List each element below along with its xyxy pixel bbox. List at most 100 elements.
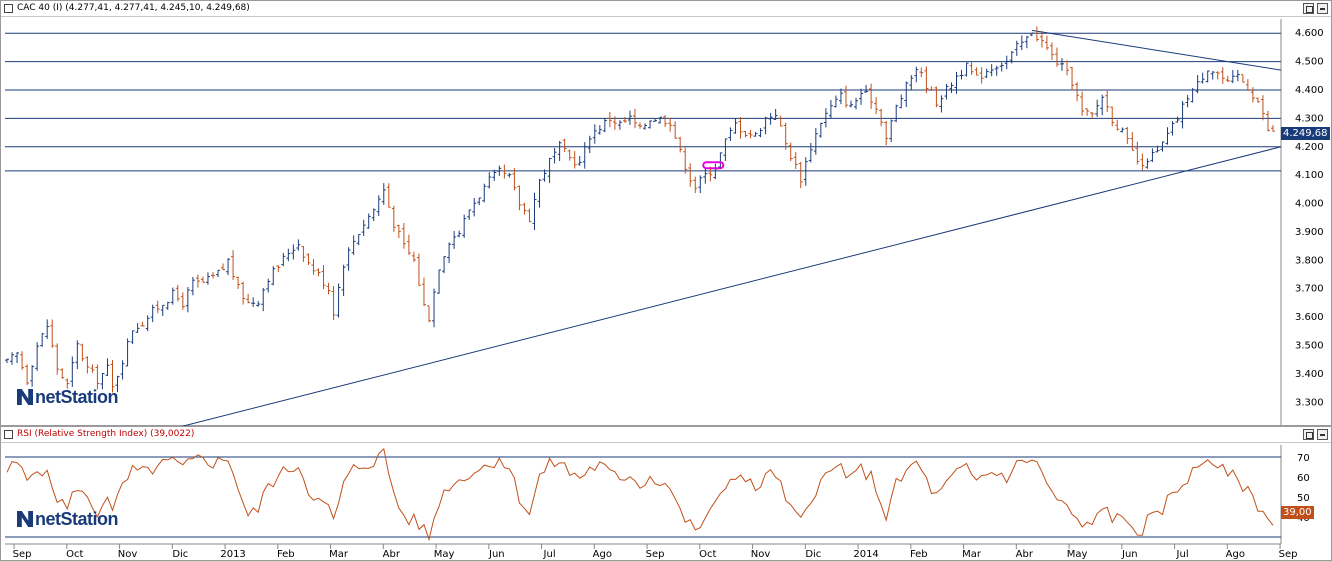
panel-menu-icon[interactable]: [4, 4, 13, 13]
rsi-chart[interactable]: 70605040SepOctNovDic2013FebMarAbrMayJunJ…: [1, 427, 1332, 562]
ohlc-bar: [542, 169, 547, 182]
ohlc-bar: [1245, 79, 1250, 91]
ohlc-bar: [462, 214, 467, 238]
ohlc-bar: [803, 157, 808, 186]
ohlc-bar: [1195, 74, 1200, 94]
ohlc-bar: [60, 368, 65, 379]
ohlc-bar: [1215, 71, 1220, 80]
ohlc-bar: [266, 278, 271, 293]
ohlc-bar: [1054, 47, 1059, 67]
ohlc-bar: [180, 292, 185, 310]
price-y-tick-label: 4.200: [1295, 142, 1324, 153]
ohlc-bar: [1039, 30, 1044, 48]
ohlc-bar: [738, 117, 743, 139]
ohlc-bar: [1250, 87, 1255, 103]
ohlc-bar: [1170, 121, 1175, 136]
restore-icon[interactable]: [1303, 3, 1314, 14]
ohlc-bar: [467, 209, 472, 220]
price-y-tick-label: 3.800: [1295, 255, 1324, 266]
price-chart[interactable]: 4.600 4.500 4.400 4.300 4.200 4.100 4.000 3.900…: [1, 1, 1332, 427]
price-y-tick-label: 3.300: [1295, 397, 1324, 408]
ohlc-bar: [185, 287, 190, 313]
rsi-panel-menu-icon[interactable]: [4, 430, 13, 439]
ohlc-bar: [40, 333, 45, 347]
rsi-restore-icon[interactable]: [1303, 429, 1314, 440]
ohlc-bar: [331, 285, 336, 320]
ohlc-bar: [607, 112, 612, 128]
ohlc-bar: [452, 230, 457, 249]
ohlc-bar: [1185, 95, 1190, 108]
ohlc-bar: [296, 239, 301, 251]
price-y-tick-label: 4.300: [1295, 113, 1324, 124]
ohlc-bar: [170, 287, 175, 305]
x-axis-label: Jul: [543, 549, 556, 560]
rsi-minimize-icon[interactable]: [1317, 429, 1328, 440]
x-axis-label: Sep: [646, 549, 665, 560]
x-axis-label: Feb: [910, 549, 928, 560]
ohlc-bar: [1205, 70, 1210, 83]
ohlc-bar: [125, 338, 130, 367]
rsi-panel-titlebar: RSI (Relative Strength Index) (39,0022): [1, 427, 1331, 443]
ohlc-bar: [753, 131, 758, 137]
ohlc-bar: [833, 95, 838, 108]
price-y-tick-label: 4.000: [1295, 199, 1324, 210]
ohlc-bar: [276, 265, 281, 273]
x-axis-label: Abr: [1016, 549, 1034, 560]
ohlc-bar: [1230, 69, 1235, 84]
minimize-icon[interactable]: [1317, 3, 1328, 14]
ohlc-bar: [437, 269, 442, 294]
ohlc-bar: [447, 242, 452, 263]
ohlc-bar: [869, 83, 874, 110]
ohlc-bar: [261, 287, 266, 312]
ohlc-bar: [874, 97, 879, 115]
netstation-logo-icon: [17, 389, 33, 405]
ohlc-bar: [914, 66, 919, 83]
ohlc-bar: [406, 234, 411, 255]
x-axis-label: 2014: [853, 549, 878, 560]
resistance-trendline: [1031, 29, 1282, 71]
price-y-tick-label: 3.600: [1295, 312, 1324, 323]
ohlc-bar: [1110, 106, 1115, 127]
ohlc-bar: [838, 88, 843, 105]
ohlc-bar: [1075, 82, 1080, 102]
ohlc-bar: [1130, 132, 1135, 151]
ohlc-bar: [693, 176, 698, 194]
x-axis-label: Oct: [699, 549, 716, 560]
ohlc-bar: [818, 122, 823, 138]
ohlc-bar: [532, 192, 537, 231]
ohlc-bar: [949, 82, 954, 94]
ohlc-bar: [1014, 40, 1019, 56]
ohlc-bar: [1060, 58, 1064, 71]
ohlc-bar: [396, 224, 401, 239]
ohlc-bar: [994, 65, 999, 76]
x-axis-label: Oct: [66, 549, 83, 560]
ohlc-bar: [427, 305, 431, 323]
x-axis-label: Sep: [1279, 549, 1298, 560]
ohlc-bar: [65, 378, 70, 389]
rsi-netstation-logo-icon: [17, 511, 33, 527]
ohlc-bar: [216, 269, 220, 277]
ohlc-bar: [140, 321, 145, 327]
ohlc-bar: [1080, 91, 1085, 116]
ohlc-bar: [1140, 153, 1145, 171]
ohlc-bar: [1105, 89, 1110, 113]
x-axis-label: May: [1067, 549, 1088, 560]
ohlc-bar: [70, 356, 75, 387]
x-axis-label: Sep: [13, 549, 32, 560]
ohlc-bar: [1004, 55, 1009, 70]
ohlc-bar: [421, 277, 426, 307]
x-axis-label: Mar: [962, 549, 982, 560]
ohlc-bar: [477, 197, 482, 206]
ohlc-bar: [909, 75, 914, 90]
ohlc-bar: [617, 120, 622, 130]
ohlc-bar: [301, 246, 306, 262]
ohlc-bar: [160, 304, 165, 316]
ohlc-bar: [512, 168, 517, 191]
netstation-watermark-text: netStation: [35, 387, 119, 407]
ohlc-bar: [924, 66, 929, 94]
price-y-tick-label: 3.900: [1295, 227, 1324, 238]
x-axis-label: Feb: [277, 549, 295, 560]
price-y-tick-label: 4.400: [1295, 85, 1324, 96]
ohlc-bar: [1115, 119, 1120, 131]
ohlc-bar: [241, 281, 246, 305]
